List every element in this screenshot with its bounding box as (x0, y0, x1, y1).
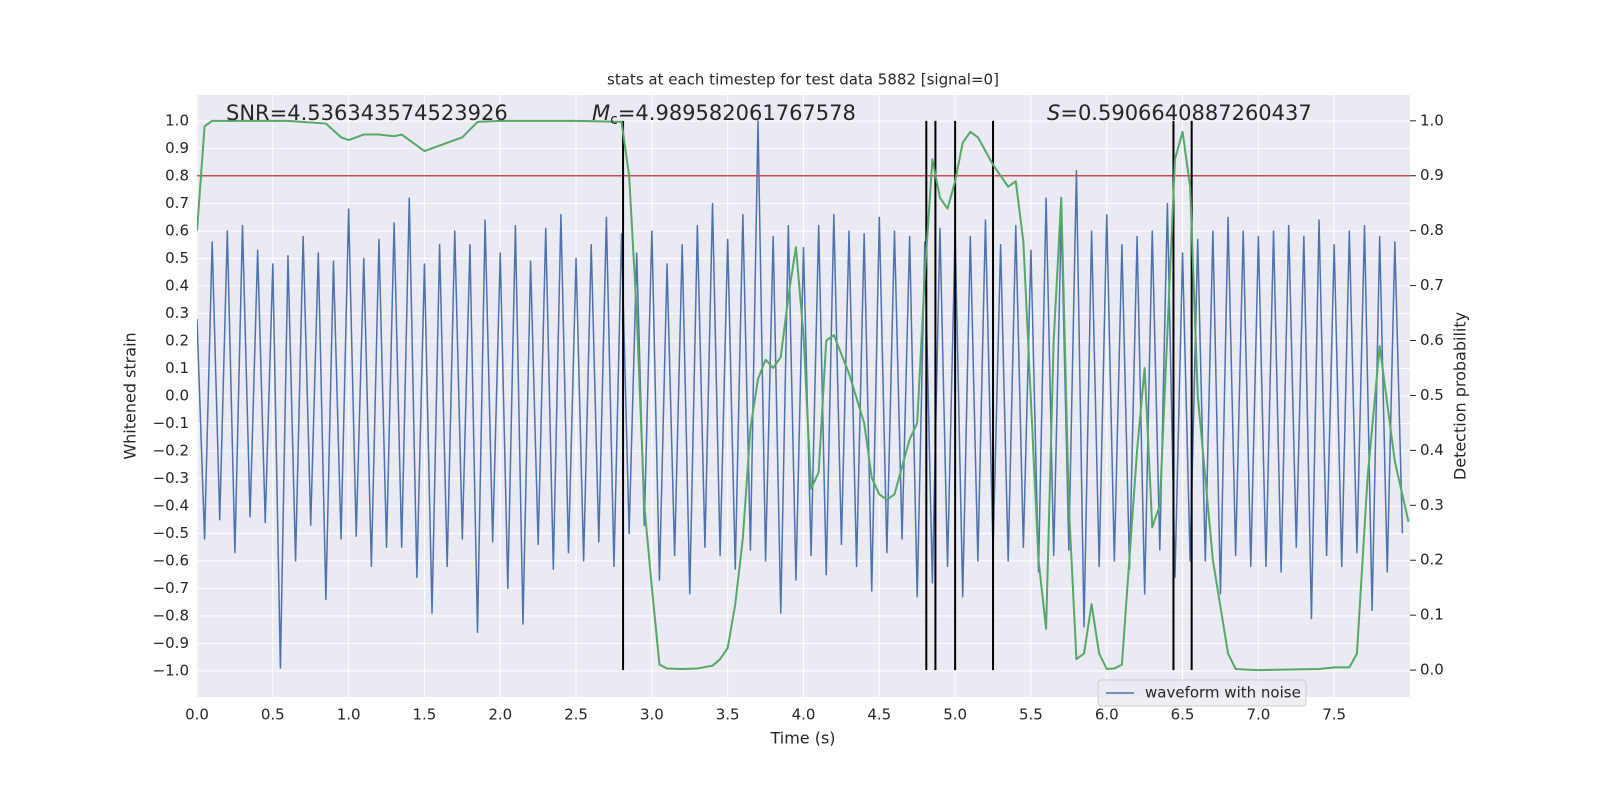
annotation-symbol: S (1047, 101, 1060, 125)
legend-label: waveform with noise (1145, 684, 1301, 702)
x-tick-label: 1.0 (337, 706, 361, 724)
x-tick-label: 0.5 (261, 706, 285, 724)
annotation-symbol: M (592, 101, 610, 125)
y-tick-label: 0.7 (165, 194, 189, 212)
x-tick-label: 6.5 (1171, 706, 1195, 724)
y-tick-label: −1.0 (153, 661, 189, 679)
x-tick-label: 2.5 (564, 706, 588, 724)
x-tick-label: 0.0 (185, 706, 209, 724)
y2-tick-label: 0.2 (1420, 551, 1444, 569)
y-tick-label: 0.0 (165, 387, 189, 405)
annotation-subscript: c (610, 112, 618, 128)
x-tick-label: 4.5 (867, 706, 891, 724)
annotation-value: =0.5906640887260437 (1060, 101, 1311, 125)
chart-title: stats at each timestep for test data 588… (607, 71, 999, 89)
y-tick-label: 0.2 (165, 332, 189, 350)
legend: waveform with noise (1097, 679, 1307, 707)
y2-tick-label: 0.3 (1420, 496, 1444, 514)
y-tick-label: 0.9 (165, 139, 189, 157)
data (197, 119, 1410, 672)
y-tick-label: −0.5 (153, 524, 189, 542)
series-line (197, 119, 1410, 672)
x-axis-label: Time (s) (769, 729, 835, 748)
y-tick-label: −0.2 (153, 441, 189, 459)
y2-tick-label: 0.5 (1420, 386, 1444, 404)
y-tick-label: −0.8 (153, 606, 189, 624)
annotation: SNR=4.536343574523926 (226, 101, 508, 125)
x-tick-label: 1.5 (413, 706, 437, 724)
y-tick-label: −0.1 (153, 414, 189, 432)
y2-axis-label: Detection probability (1451, 312, 1470, 480)
y-tick-label: 0.6 (165, 222, 189, 240)
axes: 0.0 0.5 1.0 1.5 2.0 2.5 3.0 3.5 4.0 4.5 5.0 5.5 6.0 6… (153, 111, 1444, 723)
y-tick-label: −0.3 (153, 469, 189, 487)
x-tick-label: 2.0 (488, 706, 512, 724)
y-tick-label: 0.4 (165, 277, 189, 295)
x-tick-label: 7.0 (1246, 706, 1270, 724)
x-tick-label: 5.0 (943, 706, 967, 724)
x-tick-label: 7.5 (1322, 706, 1346, 724)
x-tick-label: 5.5 (1019, 706, 1043, 724)
x-tick-label: 6.0 (1095, 706, 1119, 724)
y2-tick-label: 0.4 (1420, 441, 1444, 459)
y2-tick-label: 0.6 (1420, 331, 1444, 349)
x-tick-label: 4.0 (792, 706, 816, 724)
y-tick-label: 0.1 (165, 359, 189, 377)
series-line (197, 120, 1404, 669)
y2-tick-label: 0.7 (1420, 276, 1444, 294)
y-axis-label: Whitened strain (121, 332, 140, 459)
x-tick-label: 3.5 (716, 706, 740, 724)
y-tick-label: −0.7 (153, 579, 189, 597)
y-tick-label: −0.9 (153, 634, 189, 652)
annotation-value: =4.989582061767578 (618, 101, 856, 125)
y-tick-label: −0.4 (153, 496, 189, 514)
y2-tick-label: 0.0 (1420, 661, 1444, 679)
y-tick-label: 0.5 (165, 249, 189, 267)
y-tick-label: 0.3 (165, 304, 189, 322)
y2-tick-label: 0.8 (1420, 221, 1444, 239)
x-tick-label: 3.0 (640, 706, 664, 724)
y2-tick-label: 0.1 (1420, 606, 1444, 624)
legend-box (1097, 679, 1307, 707)
annotation: S=0.5906640887260437 (1047, 101, 1312, 125)
y-tick-label: −0.6 (153, 551, 189, 569)
y-tick-label: 0.8 (165, 167, 189, 185)
y-tick-label: 1.0 (165, 112, 189, 130)
y2-tick-label: 1.0 (1420, 111, 1444, 129)
annotation: Mc=4.989582061767578 (592, 101, 856, 128)
y2-tick-label: 0.9 (1420, 166, 1444, 184)
